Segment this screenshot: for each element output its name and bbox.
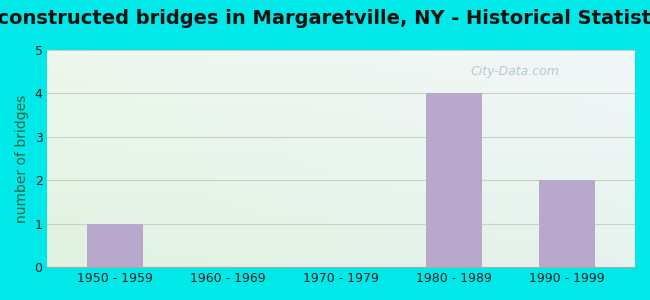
Bar bbox=[87, 224, 144, 267]
Text: Reconstructed bridges in Margaretville, NY - Historical Statistics: Reconstructed bridges in Margaretville, … bbox=[0, 9, 650, 28]
Text: City-Data.com: City-Data.com bbox=[471, 65, 560, 78]
Bar bbox=[426, 93, 482, 267]
Y-axis label: number of bridges: number of bridges bbox=[15, 94, 29, 223]
Bar bbox=[539, 180, 595, 267]
